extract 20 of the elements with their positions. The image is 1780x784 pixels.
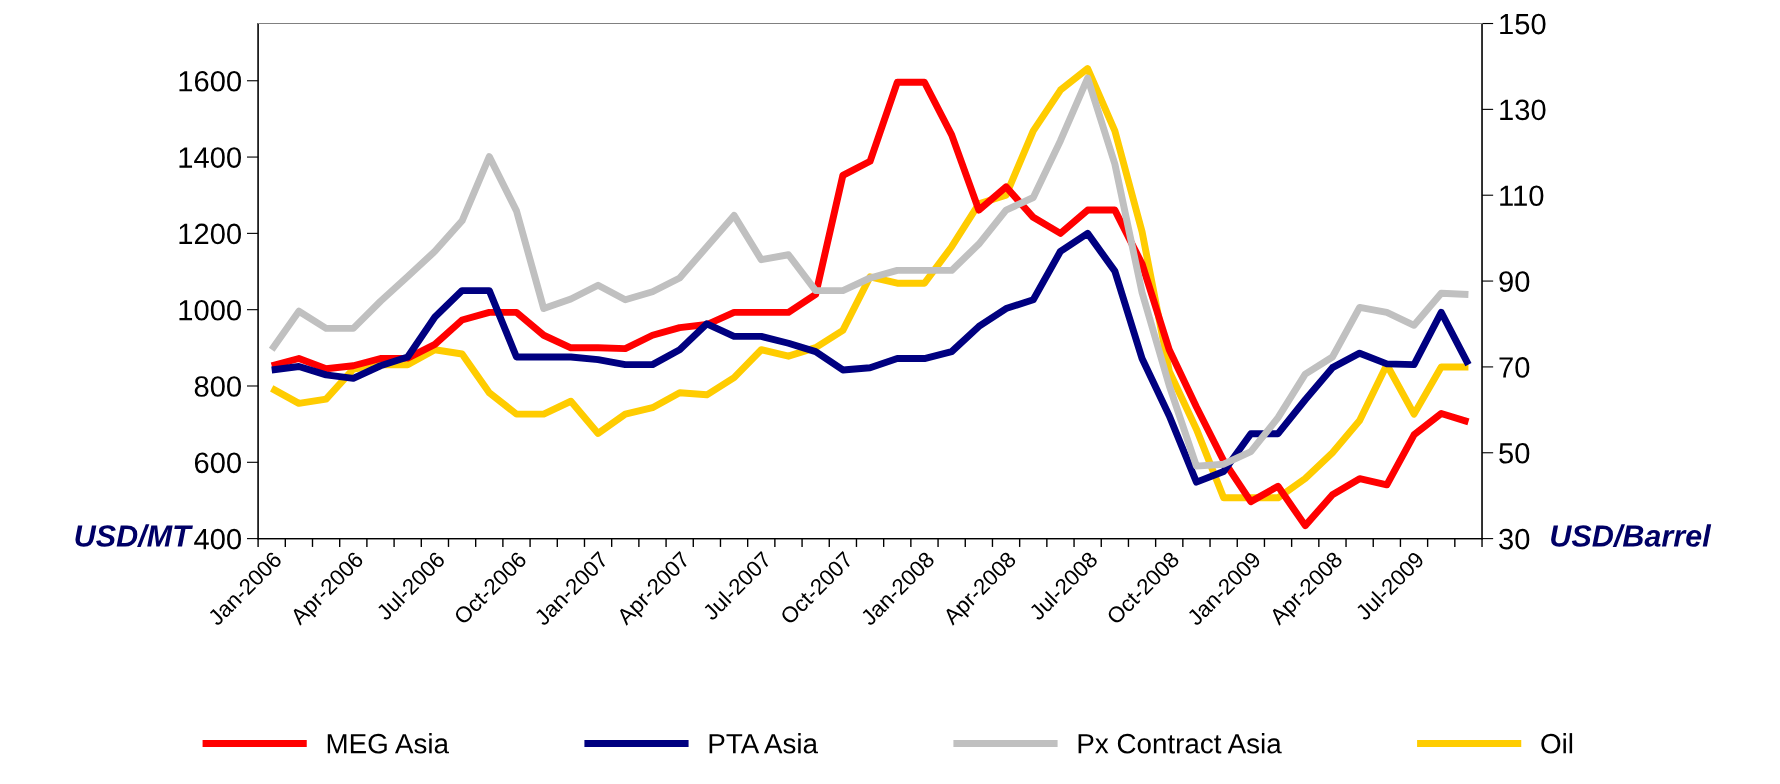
y-tick-label: 1000 xyxy=(179,299,241,321)
y2-tick-label: 50 xyxy=(1499,442,1530,464)
y2-axis-title: USD/Barrel xyxy=(1551,524,1712,548)
y-tick-label: 1600 xyxy=(179,70,241,92)
y-tick-label: 1200 xyxy=(179,223,241,245)
y2-tick-label: 70 xyxy=(1499,357,1530,378)
legend-label: MEG Asia xyxy=(327,733,449,754)
y-tick-label: 800 xyxy=(194,376,241,397)
legend-label: Oil xyxy=(1541,733,1573,754)
y2-tick-label: 90 xyxy=(1499,271,1530,292)
y-tick-label: 600 xyxy=(194,452,241,474)
y2-tick-label: 30 xyxy=(1499,528,1530,550)
y-tick-label: 1400 xyxy=(179,147,241,168)
y2-tick-label: 150 xyxy=(1500,13,1546,35)
y-tick-label: 400 xyxy=(194,528,241,550)
legend-label: PTA Asia xyxy=(709,733,818,754)
y2-tick-label: 110 xyxy=(1500,185,1544,207)
y-axis-title: USD/MT xyxy=(75,524,193,548)
legend-label: Px Contract Asia xyxy=(1078,733,1282,754)
y2-tick-label: 130 xyxy=(1500,99,1546,121)
